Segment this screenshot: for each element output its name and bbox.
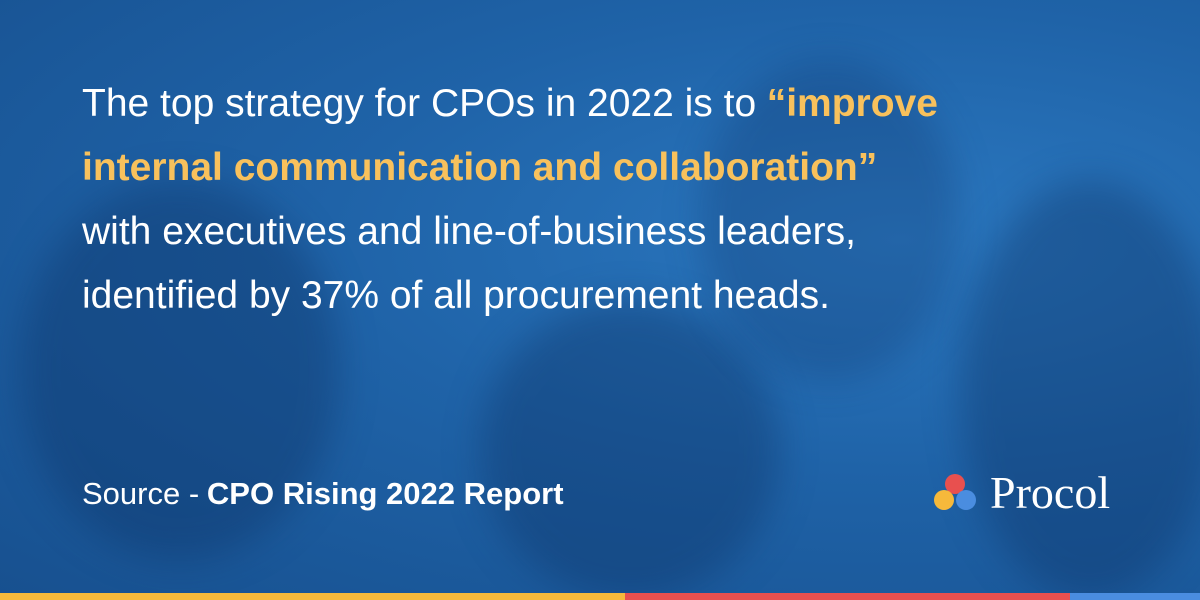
source-label: Source - — [82, 476, 200, 511]
quote-line: The top strategy for CPOs in 2022 is to “… — [82, 72, 938, 136]
quote-line: with executives and line-of-business lea… — [82, 200, 938, 264]
background-shape — [960, 180, 1200, 600]
source-title: CPO Rising 2022 Report — [206, 476, 564, 511]
quote-text: The top strategy for CPOs in 2022 is to — [82, 82, 757, 125]
accent-bar — [0, 593, 1200, 600]
background-shape — [480, 300, 780, 600]
background-shape — [20, 180, 340, 560]
accent-yellow — [0, 593, 625, 600]
accent-blue — [1070, 593, 1200, 600]
brand: Procol — [930, 466, 1110, 519]
quote-text: identified by 37% of all procurement hea… — [82, 274, 830, 317]
quote-line: identified by 37% of all procurement hea… — [82, 264, 938, 328]
quote: The top strategy for CPOs in 2022 is to “… — [82, 72, 938, 328]
accent-red — [625, 593, 1070, 600]
quote-text: with executives and line-of-business lea… — [82, 210, 856, 253]
brand-logo — [934, 473, 976, 510]
background-shape — [700, 60, 960, 380]
quote-highlight: “improve — [766, 82, 938, 125]
quote-highlight: internal communication and collaboration… — [82, 146, 878, 189]
brand-name: Procol — [990, 467, 1111, 518]
source: Source - CPO Rising 2022 Report — [82, 476, 564, 512]
quote-line: internal communication and collaboration… — [82, 136, 938, 200]
